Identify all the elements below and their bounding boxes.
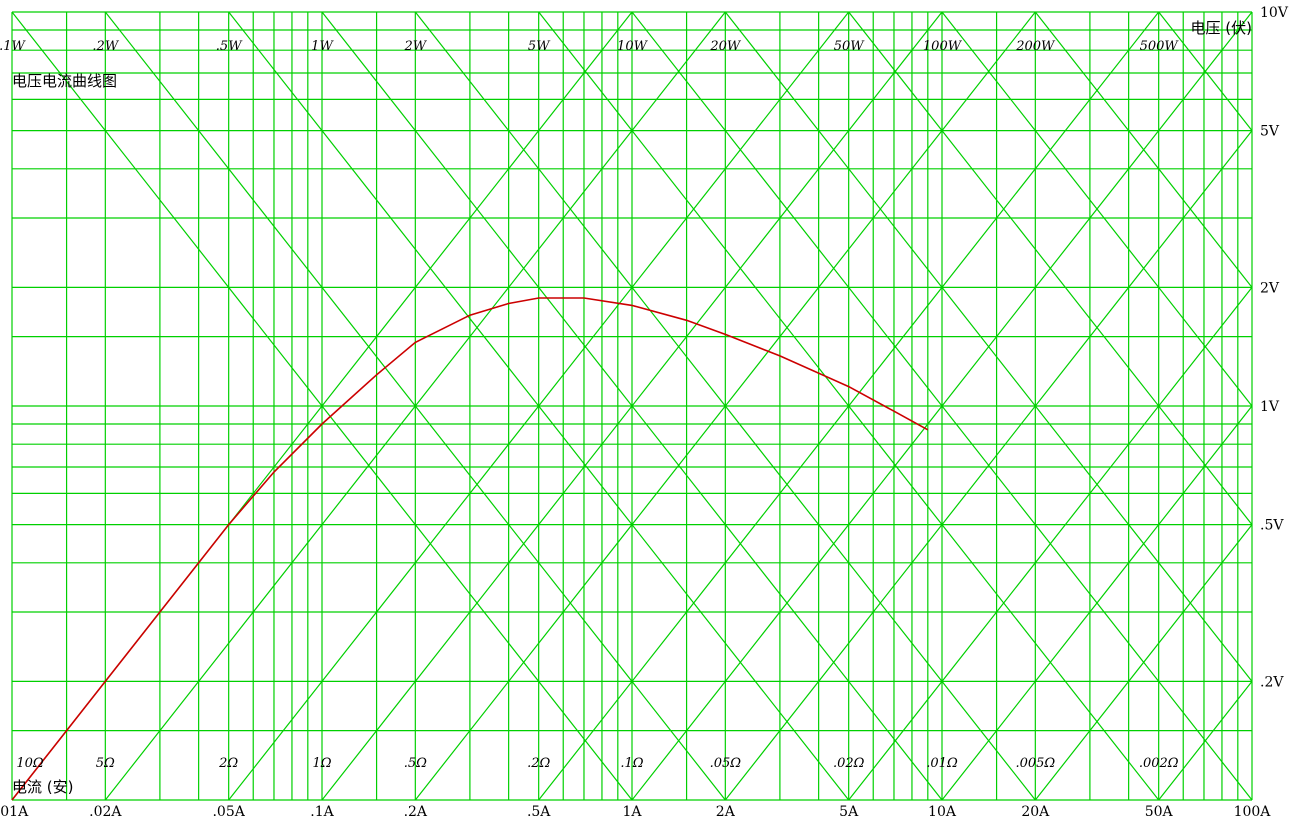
x-tick-label: .2A <box>404 804 428 820</box>
constant-resistance-line <box>228 11 850 801</box>
x-tick-label: 2A <box>716 804 736 820</box>
resistance-label: 5Ω <box>96 756 115 771</box>
resistance-label: .005Ω <box>1015 756 1055 771</box>
y-tick-label: 5V <box>1260 124 1280 140</box>
y-tick-label: .5V <box>1260 518 1284 534</box>
x-tick-label: .5A <box>527 804 551 820</box>
constant-resistance-line <box>321 11 943 801</box>
x-tick-label: 1A <box>622 804 642 820</box>
power-label: 200W <box>1015 39 1056 54</box>
constant-resistance-line <box>538 11 1160 801</box>
grid <box>11 11 1253 801</box>
x-tick-label: 10A <box>928 804 957 820</box>
chart-title: 电压电流曲线图 <box>12 72 117 90</box>
constant-resistance-line <box>848 287 1253 801</box>
resistance-label: .02Ω <box>833 756 865 771</box>
x-tick-label: 100A <box>1234 804 1272 820</box>
x-tick-label: 50A <box>1145 804 1174 820</box>
voltage-current-curve <box>11 297 929 801</box>
power-label: 20W <box>709 39 742 54</box>
resistance-label: .01Ω <box>926 756 958 771</box>
power-label: .1W <box>0 39 27 54</box>
power-label: 50W <box>834 39 866 54</box>
resistance-label: 1Ω <box>312 756 331 771</box>
y-tick-label: 1V <box>1260 399 1280 415</box>
power-label: 100W <box>923 39 963 54</box>
y-tick-label: 10V <box>1260 5 1289 21</box>
constant-resistance-line <box>941 405 1253 801</box>
x-tick-label: 5A <box>839 804 859 820</box>
curve-layer <box>11 297 929 801</box>
resistance-label: .05Ω <box>710 756 742 771</box>
resistance-label: .5Ω <box>404 756 427 771</box>
constant-resistance-line <box>631 11 1253 801</box>
power-label: .5W <box>216 39 243 54</box>
resistance-label: .2Ω <box>527 756 550 771</box>
resistance-label: 2Ω <box>218 756 238 771</box>
constant-resistance-line <box>104 11 726 801</box>
power-label: 5W <box>528 39 551 54</box>
power-label: 500W <box>1140 39 1180 54</box>
power-label: 1W <box>311 39 334 54</box>
x-tick-label: .02A <box>89 804 122 820</box>
x-tick-label: 20A <box>1021 804 1050 820</box>
x-axis-title: 电流 (安) <box>12 778 73 796</box>
x-tick-label: .1A <box>310 804 334 820</box>
constant-resistance-line <box>724 130 1253 801</box>
resistance-label: .002Ω <box>1139 756 1179 771</box>
constant-resistance-line <box>1158 681 1253 801</box>
constant-resistance-line <box>414 11 1036 801</box>
power-label: .2W <box>92 39 119 54</box>
y-tick-label: .2V <box>1260 674 1284 690</box>
resistance-label: 10Ω <box>16 756 44 771</box>
y-axis-title: 电压 (伏) <box>1191 19 1252 37</box>
x-tick-label: .01A <box>0 804 29 820</box>
constant-resistance-line <box>1034 524 1253 801</box>
y-tick-label: 2V <box>1260 280 1280 296</box>
x-tick-label: .05A <box>212 804 245 820</box>
label-layer: 电压电流曲线图 电流 (安) 电压 (伏) .01A .02A .05A .1A .2A… <box>0 5 1289 820</box>
power-label: 2W <box>403 39 427 54</box>
resistance-label: .1Ω <box>620 756 643 771</box>
power-label: 10W <box>617 39 649 54</box>
